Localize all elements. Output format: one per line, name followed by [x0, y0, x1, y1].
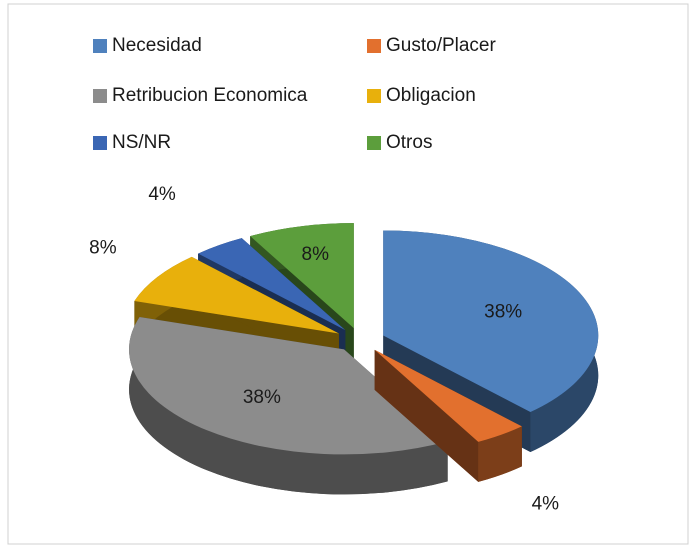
- pie-slice: [374, 349, 522, 482]
- legend-label: Retribucion Economica: [112, 85, 308, 106]
- legend-label: Obligacion: [386, 85, 476, 106]
- legend-label: Necesidad: [112, 35, 202, 56]
- slice-top: [374, 349, 522, 442]
- legend: Necesidad Gusto/Placer Retribucion Economi…: [93, 35, 496, 153]
- data-label: 8%: [89, 237, 117, 258]
- legend-label: NS/NR: [112, 132, 171, 153]
- slice-top: [129, 316, 448, 455]
- legend-swatch: [367, 136, 381, 150]
- slice-side: [478, 426, 522, 482]
- legend-swatch: [367, 89, 381, 103]
- slice-wall: [374, 349, 479, 482]
- data-label: 38%: [484, 301, 522, 322]
- legend-swatch: [93, 89, 107, 103]
- legend-swatch: [93, 136, 107, 150]
- legend-swatch: [93, 39, 107, 53]
- data-label: 38%: [243, 387, 281, 408]
- data-label: 4%: [148, 184, 176, 205]
- slice-top: [250, 223, 354, 329]
- slice-top: [383, 230, 599, 413]
- pie-slice: [129, 316, 448, 495]
- slice-side: [129, 316, 448, 495]
- legend-label: Gusto/Placer: [386, 35, 496, 56]
- data-label: 8%: [302, 244, 330, 265]
- data-label: 4%: [532, 494, 560, 515]
- slice-top: [134, 256, 339, 334]
- legend-label: Otros: [386, 132, 432, 153]
- pie: 38% 4% 38% 8% 4% 8%: [89, 184, 599, 515]
- slice-top: [198, 238, 346, 331]
- legend-swatch: [367, 39, 381, 53]
